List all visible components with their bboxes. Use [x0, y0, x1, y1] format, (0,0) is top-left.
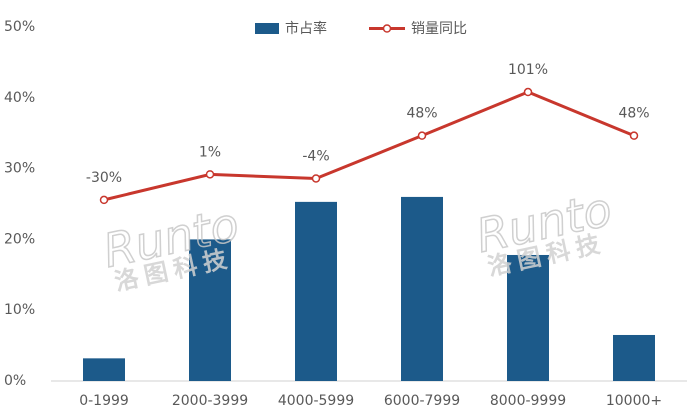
y-tick-label: 10%: [4, 302, 35, 318]
data-label: 48%: [406, 106, 437, 122]
data-label: -4%: [302, 148, 329, 164]
x-tick-label: 8000-9999: [490, 393, 566, 409]
line-marker: [311, 174, 321, 183]
legend-swatch: [255, 23, 279, 34]
line-marker: [205, 170, 215, 179]
x-tick-label: 6000-7999: [384, 393, 460, 409]
y-tick-label: 20%: [4, 231, 35, 247]
data-label: 101%: [508, 62, 548, 78]
legend-swatch: [382, 24, 392, 33]
x-tick-label: 2000-3999: [172, 393, 248, 409]
y-tick-label: 50%: [4, 19, 35, 35]
y-tick-label: 40%: [4, 90, 35, 106]
legend-label: 销量同比: [411, 21, 467, 37]
legend-label: 市占率: [285, 20, 327, 37]
data-label: 48%: [618, 106, 649, 122]
bar: [401, 196, 443, 381]
x-tick-label: 4000-5999: [278, 393, 354, 409]
bar: [613, 334, 655, 381]
x-tick-label: 10000+: [606, 393, 662, 409]
y-tick-label: 0%: [4, 373, 26, 389]
y-tick-label: 30%: [4, 161, 35, 177]
bar: [507, 254, 549, 381]
line-marker: [417, 131, 427, 140]
bar: [189, 239, 231, 381]
line: [103, 90, 635, 202]
data-label: 1%: [199, 144, 221, 160]
data-label: -30%: [86, 170, 122, 186]
line-marker: [99, 195, 109, 205]
bar: [295, 201, 337, 381]
line-marker: [629, 131, 639, 140]
x-tick-label: 0-1999: [79, 393, 129, 409]
bar: [83, 358, 125, 381]
line-marker: [523, 87, 533, 97]
